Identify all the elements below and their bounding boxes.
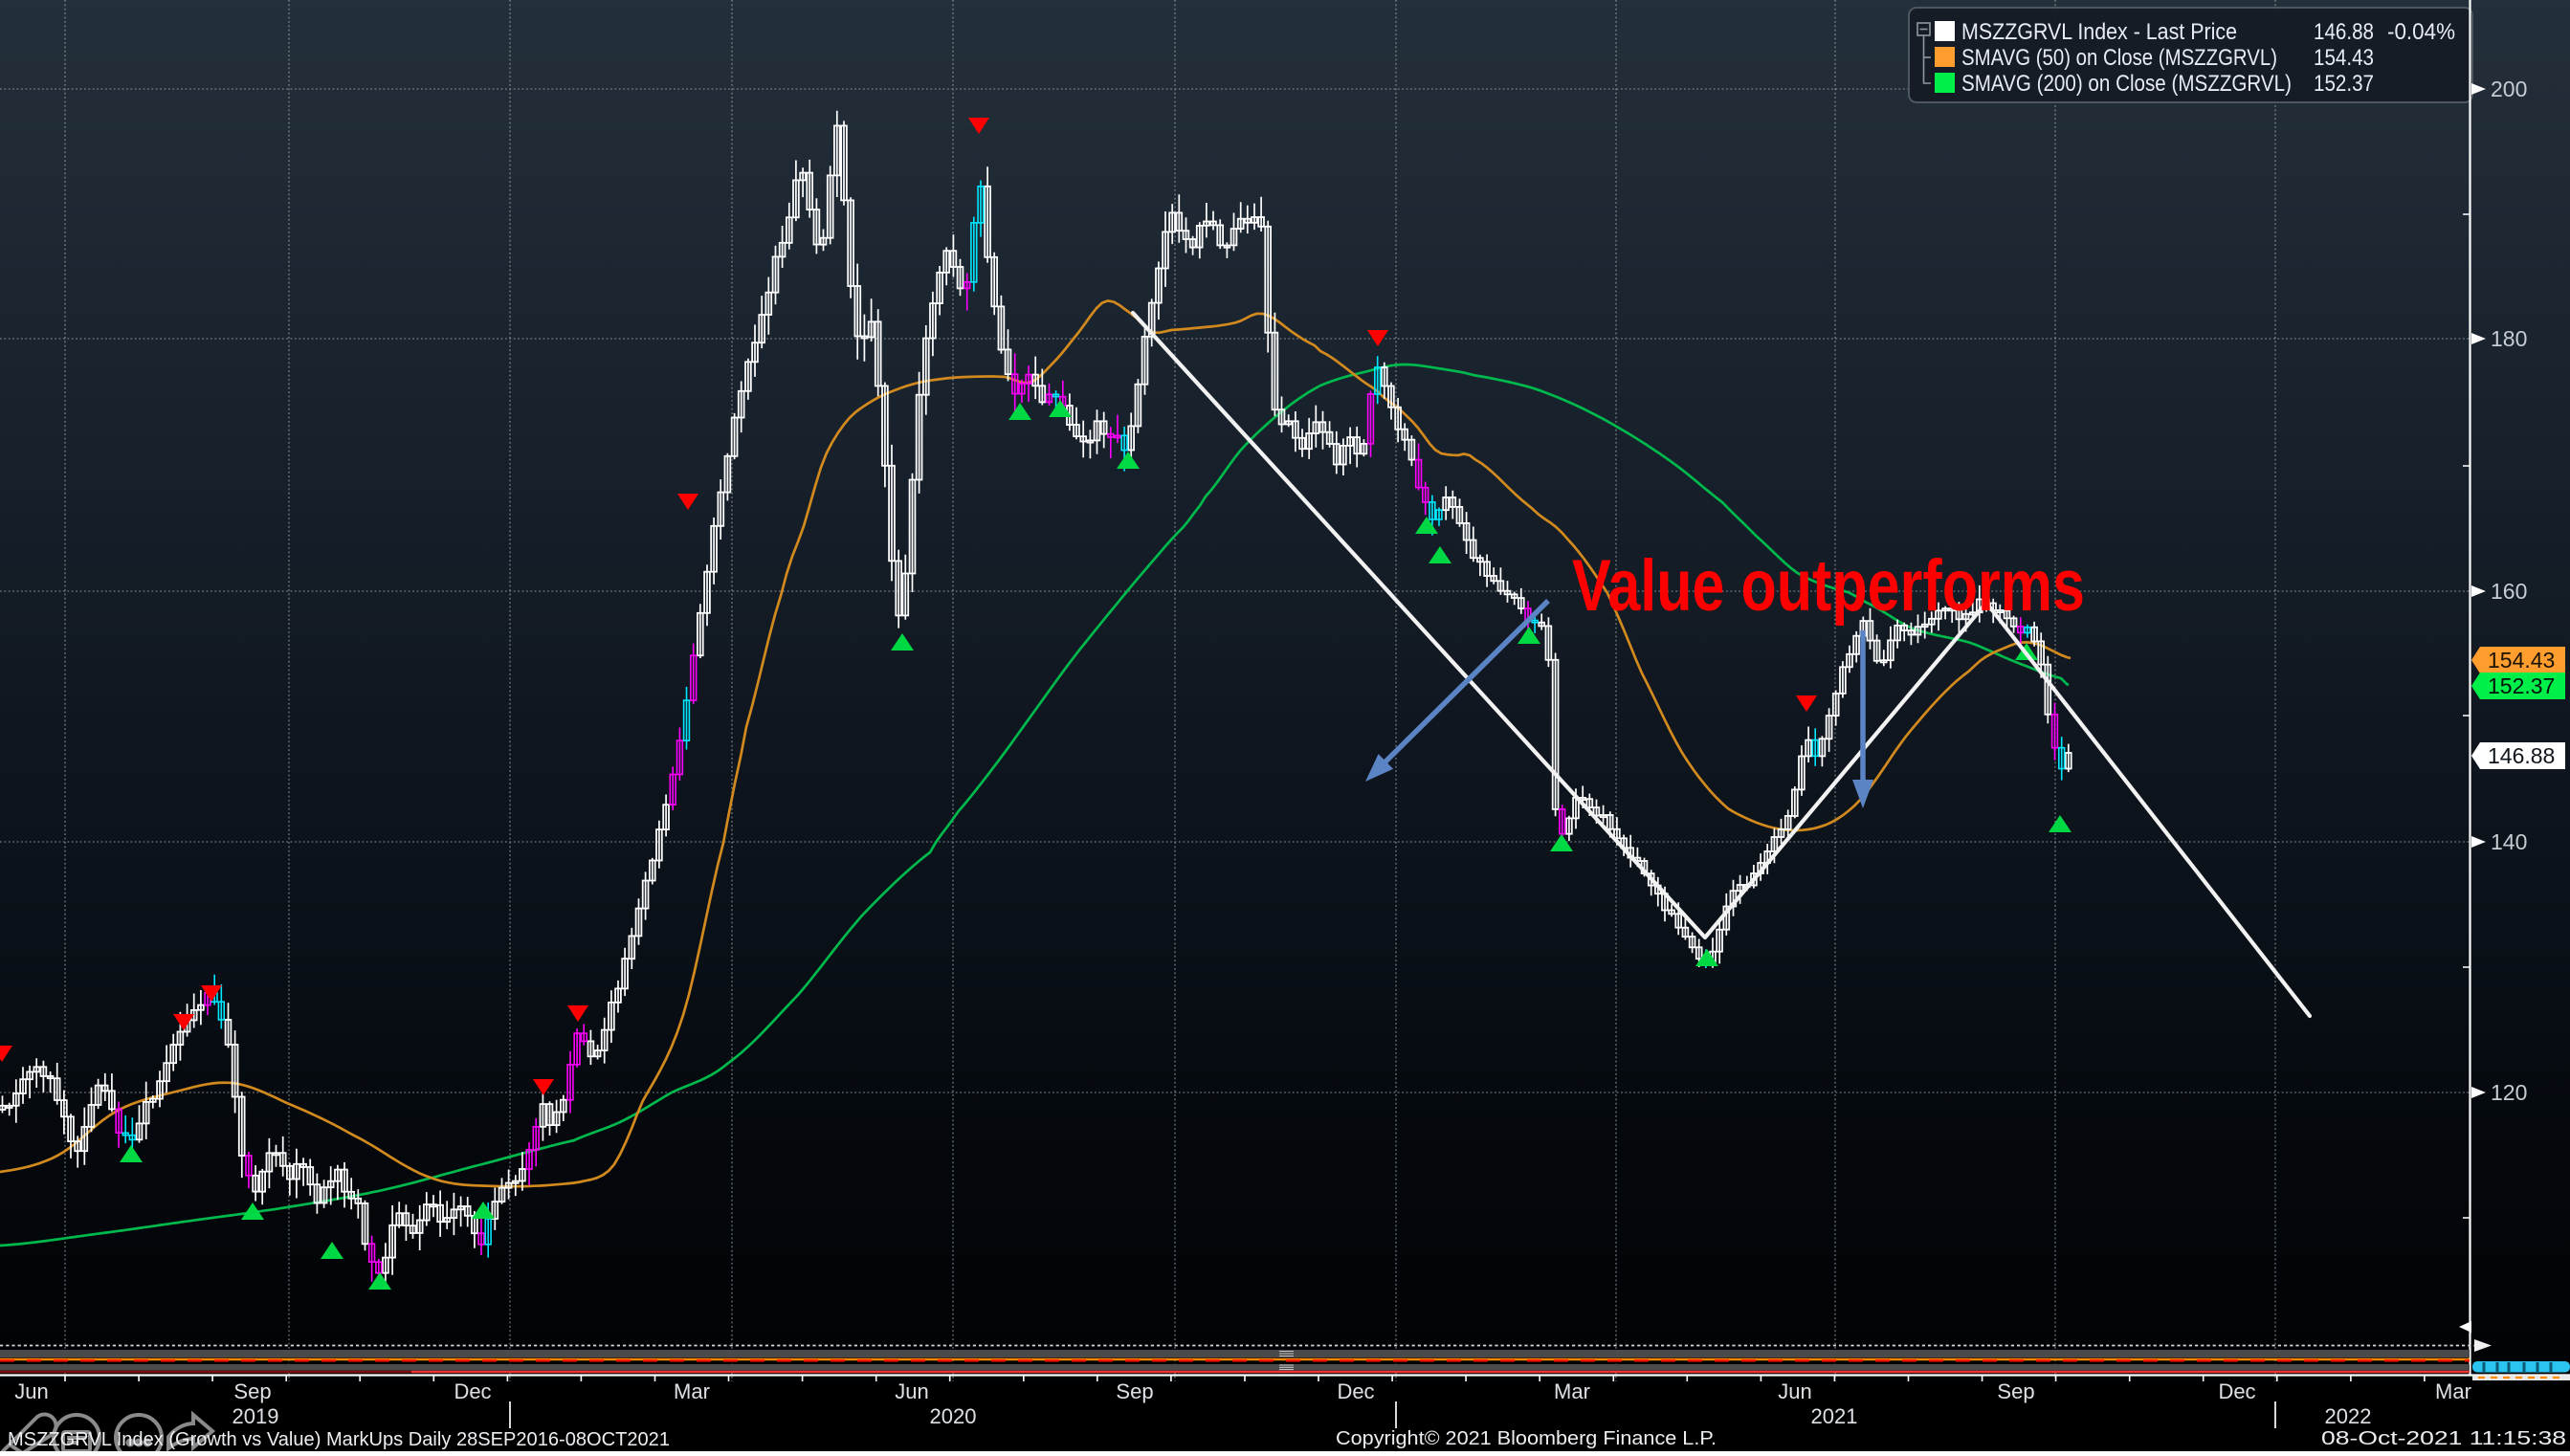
svg-text:200: 200 [2491, 77, 2527, 101]
svg-text:152.37: 152.37 [2314, 71, 2374, 97]
svg-text:180: 180 [2491, 326, 2527, 351]
svg-text:2019: 2019 [233, 1404, 279, 1428]
svg-text:Sep: Sep [233, 1379, 271, 1403]
svg-text:08-Oct-2021 11:15:38: 08-Oct-2021 11:15:38 [2321, 1428, 2566, 1449]
svg-text:2020: 2020 [930, 1404, 977, 1428]
svg-text:Sep: Sep [1116, 1379, 1153, 1403]
svg-text:Dec: Dec [454, 1379, 491, 1403]
svg-text:Jun: Jun [1778, 1379, 1811, 1403]
svg-text:146.88: 146.88 [2488, 743, 2555, 768]
svg-text:SMAVG (50) on Close (MSZZGRVL: SMAVG (50) on Close (MSZZGRVL) [1961, 45, 2277, 71]
svg-text:Sep: Sep [1997, 1379, 2034, 1403]
svg-text:160: 160 [2491, 579, 2527, 604]
svg-text:152.37: 152.37 [2488, 673, 2555, 698]
svg-text:146.88: 146.88 [2314, 19, 2374, 45]
svg-text:Dec: Dec [2218, 1379, 2255, 1403]
svg-text:-0.04%: -0.04% [2387, 19, 2455, 45]
svg-text:2022: 2022 [2325, 1404, 2372, 1428]
svg-text:140: 140 [2491, 829, 2527, 854]
svg-text:Mar: Mar [1554, 1379, 1590, 1403]
svg-text:154.43: 154.43 [2314, 45, 2374, 71]
svg-text:Mar: Mar [674, 1379, 710, 1403]
svg-text:Value outperforms: Value outperforms [1572, 545, 2085, 627]
svg-text:Copyright© 2021 Bloomberg Fina: Copyright© 2021 Bloomberg Finance L.P. [1336, 1428, 1717, 1449]
svg-text:Dec: Dec [1337, 1379, 1374, 1403]
svg-text:Mar: Mar [2435, 1379, 2471, 1403]
svg-text:2021: 2021 [1811, 1404, 1858, 1428]
svg-text:MSZZGRVL Index (Growth vs Valu: MSZZGRVL Index (Growth vs Value) MarkUps… [8, 1429, 670, 1450]
svg-text:SMAVG (200) on Close (MSZZGRV: SMAVG (200) on Close (MSZZGRVL) [1961, 71, 2292, 97]
svg-text:120: 120 [2491, 1080, 2527, 1105]
svg-text:MSZZGRVL Index - Last Price: MSZZGRVL Index - Last Price [1961, 19, 2237, 45]
svg-text:154.43: 154.43 [2488, 648, 2555, 673]
svg-text:Jun: Jun [14, 1379, 48, 1403]
svg-text:Jun: Jun [895, 1379, 928, 1403]
